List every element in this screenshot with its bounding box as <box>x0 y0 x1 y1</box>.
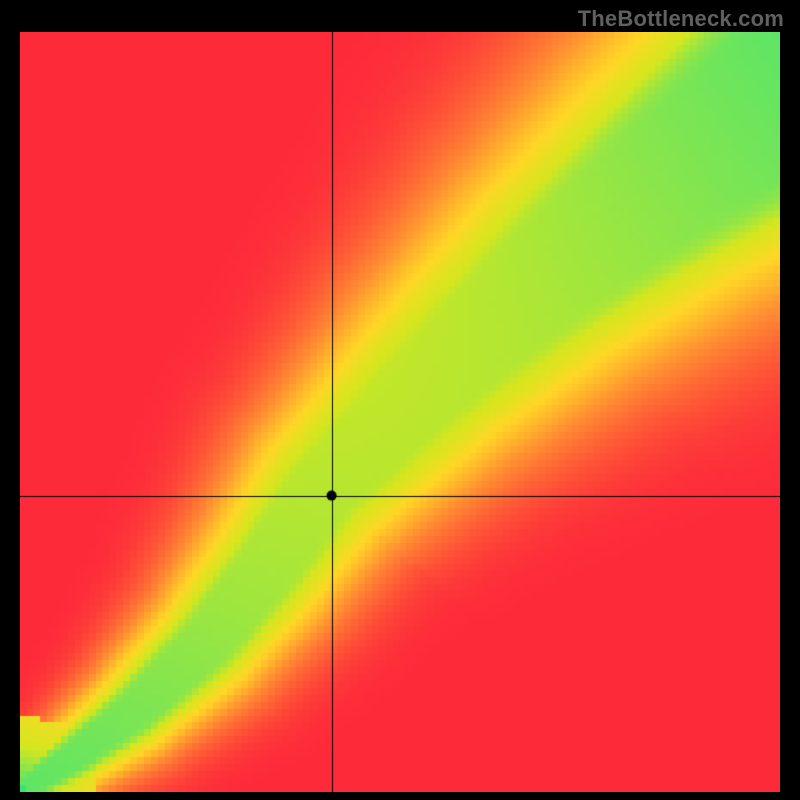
heatmap-plot <box>20 32 780 792</box>
attribution-label: TheBottleneck.com <box>578 6 784 32</box>
